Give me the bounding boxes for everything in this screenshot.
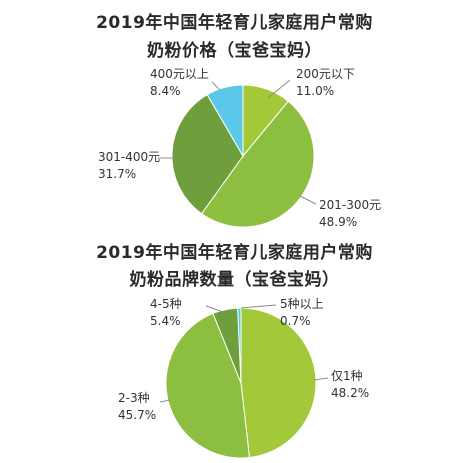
slice-name: 201-300元 (319, 198, 382, 212)
chart2-slice-1 (240, 307, 317, 459)
slice-name: 400元以上 (150, 67, 209, 81)
chart2-slice1-label: 仅1种 48.2% (331, 368, 369, 402)
slice-value: 11.0% (296, 84, 335, 98)
chart1-slice2-label: 201-300元 48.9% (319, 197, 381, 231)
slice-name: 2-3种 (118, 391, 150, 405)
chart1-slice1-label: 200元以下 11.0% (296, 66, 355, 100)
chart2-slice-2 (165, 312, 251, 459)
slice-value: 8.4% (150, 84, 181, 98)
chart2-title: 2019年中国年轻育儿家庭用户常购 (96, 243, 373, 263)
chart2-slice-4 (237, 307, 242, 384)
chart2-slice3-label: 4-5种 5.4% (150, 296, 182, 330)
slice-name: 4-5种 (150, 297, 182, 311)
chart1-slice-3 (171, 93, 244, 215)
chart1-slice3-label: 301-400元 31.7% (98, 149, 160, 183)
chart2-leader-line-3 (205, 305, 227, 314)
slice-value: 0.7% (280, 314, 311, 328)
chart1-slice-2 (200, 100, 315, 228)
slice-value: 48.2% (331, 386, 370, 400)
chart1-title: 2019年中国年轻育儿家庭用户常购 (96, 13, 373, 33)
chart2-leader-line-4 (240, 304, 277, 309)
chart2-slice2-label: 2-3种 45.7% (118, 390, 156, 424)
slice-name: 5种以上 (280, 297, 324, 311)
chart1-slice-4 (206, 84, 244, 158)
slice-value: 48.9% (319, 215, 358, 229)
slice-name: 200元以下 (296, 67, 355, 81)
chart2-slice4-label: 5种以上 0.7% (280, 296, 324, 330)
chart1-leader-line-4 (211, 81, 221, 91)
chart2-subtitle: 奶粉品牌数量（宝爸宝妈） (129, 270, 340, 290)
chart1-slice4-label: 400元以上 8.4% (150, 66, 209, 100)
slice-value: 31.7% (98, 167, 137, 181)
chart1-leader-line-1 (267, 79, 291, 99)
slice-name: 仅1种 (331, 369, 363, 383)
slice-value: 5.4% (150, 314, 181, 328)
chart1-subtitle: 奶粉价格（宝爸宝妈） (147, 41, 322, 61)
slice-value: 45.7% (118, 408, 157, 422)
slice-name: 301-400元 (98, 150, 161, 164)
chart1-leader-line-2 (299, 195, 317, 205)
chart2-leader-line-2 (159, 399, 171, 403)
chart2-leader-line-1 (313, 377, 329, 381)
